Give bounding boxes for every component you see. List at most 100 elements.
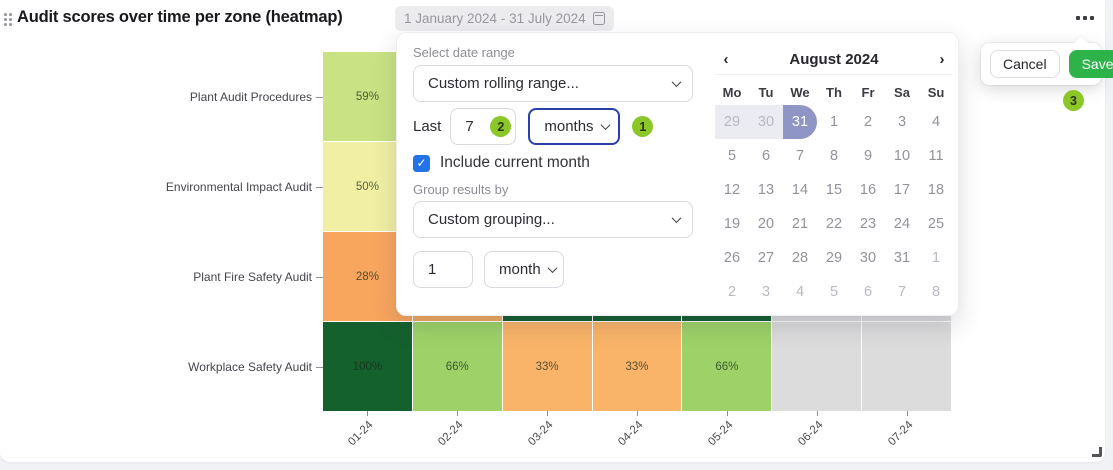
date-range-popup: Select date range Custom rolling range..… (396, 32, 959, 316)
calendar-day[interactable]: 19 (723, 216, 741, 232)
calendar-day[interactable]: 16 (859, 182, 877, 198)
calendar-day-grid: 29 30 31 1 2 3 4 5 6 7 8 9 10 11 12 13 14 15 16 17 18 19 20 21 2… (715, 105, 953, 309)
calendar-day[interactable]: 2 (863, 114, 873, 130)
calendar-day[interactable]: 3 (897, 114, 907, 130)
calendar-weekday-header: Mo Tu We Th Fr Sa Su (715, 79, 953, 105)
calendar-day[interactable]: 8 (931, 284, 941, 300)
calendar-day[interactable]: 20 (757, 216, 775, 232)
axis-tick (547, 411, 549, 416)
calendar-day[interactable]: 1 (931, 250, 941, 266)
checkbox-checked-icon[interactable]: ✓ (413, 154, 430, 172)
widget-card: Audit scores over time per zone (heatmap… (0, 0, 1105, 462)
calendar-day[interactable]: 6 (863, 284, 873, 300)
more-options-button[interactable] (1072, 12, 1098, 24)
calendar-day[interactable]: 1 (829, 114, 839, 130)
heatmap-x-label: 05-24 (706, 419, 736, 449)
group-results-label: Group results by (413, 182, 509, 197)
axis-tick (316, 366, 323, 368)
calendar-month-title: August 2024 (789, 51, 879, 68)
date-range-text: 1 January 2024 - 31 July 2024 (404, 11, 586, 26)
include-current-month-label: Include current month (440, 154, 590, 171)
cancel-button[interactable]: Cancel (990, 50, 1060, 78)
calendar-day[interactable]: 12 (723, 182, 741, 198)
heatmap-x-label: 01-24 (346, 419, 376, 449)
calendar-day[interactable]: 4 (931, 114, 941, 130)
heatmap-x-label: 06-24 (795, 419, 826, 449)
calendar-day[interactable]: 9 (863, 148, 873, 164)
calendar-day[interactable]: 15 (825, 182, 843, 198)
axis-tick (636, 411, 638, 416)
calendar-next-button[interactable]: › (939, 51, 945, 68)
calendar-day-selected[interactable]: 31 (783, 105, 817, 139)
heatmap-cell (862, 322, 951, 411)
calendar-day[interactable]: 5 (727, 148, 737, 164)
heatmap-cell: 33% (592, 322, 682, 411)
axis-tick (367, 411, 369, 416)
calendar-day[interactable]: 25 (927, 216, 945, 232)
group-every-input[interactable] (413, 251, 473, 288)
group-by-select[interactable]: Custom grouping... (413, 201, 693, 238)
chevron-down-icon (600, 120, 611, 131)
last-label: Last (413, 118, 442, 135)
calendar-day[interactable]: 29 (825, 250, 843, 266)
heatmap-cell: 66% (682, 322, 772, 411)
calendar-day[interactable]: 18 (927, 182, 945, 198)
calendar-day[interactable]: 4 (795, 284, 805, 300)
calendar-day[interactable]: 10 (893, 148, 911, 164)
calendar-day[interactable]: 17 (893, 182, 911, 198)
calendar-day[interactable]: 13 (757, 182, 775, 198)
calendar-day[interactable]: 31 (893, 250, 911, 266)
check-icon: ✓ (416, 156, 427, 170)
calendar-day[interactable]: 7 (795, 148, 805, 164)
include-current-month-row[interactable]: ✓ Include current month (413, 154, 590, 172)
heatmap-row-label: Plant Audit Procedures (189, 89, 312, 104)
date-range-badge[interactable]: 1 January 2024 - 31 July 2024 (395, 6, 614, 31)
calendar-day[interactable]: 24 (893, 216, 911, 232)
save-button[interactable]: Save (1068, 50, 1113, 78)
heatmap-x-label: 07-24 (885, 419, 916, 449)
group-unit-value: month (499, 261, 541, 278)
calendar-day[interactable]: 26 (723, 250, 741, 266)
calendar-day[interactable]: 27 (757, 250, 775, 266)
calendar-day[interactable]: 5 (829, 284, 839, 300)
calendar-day[interactable]: 3 (761, 284, 771, 300)
calendar-day[interactable]: 6 (761, 148, 771, 164)
select-date-range-label: Select date range (413, 45, 515, 60)
calendar-day[interactable]: 28 (791, 250, 809, 266)
calendar-day[interactable]: 30 (749, 105, 783, 139)
ellipsis-icon (1076, 16, 1080, 20)
calendar-weekday: Th (826, 84, 842, 100)
calendar-day[interactable]: 2 (727, 284, 737, 300)
heatmap-x-label: 03-24 (526, 419, 556, 449)
heatmap-x-label: 02-24 (436, 419, 466, 449)
resize-handle-icon[interactable] (1092, 447, 1102, 457)
calendar-weekday: Sa (894, 84, 910, 100)
calendar-day[interactable]: 7 (897, 284, 907, 300)
heatmap-row-labels: Plant Audit Procedures Environmental Impa… (0, 52, 312, 411)
calendar-day[interactable]: 23 (859, 216, 877, 232)
calendar-day[interactable]: 30 (859, 250, 877, 266)
calendar-weekday: Su (927, 84, 945, 100)
date-range-select-value: Custom rolling range... (428, 75, 579, 92)
calendar-day[interactable]: 11 (928, 148, 944, 164)
calendar: ‹ August 2024 › Mo Tu We Th Fr Sa Su 29 30 31 1 2 3… (715, 45, 953, 309)
chevron-down-icon (547, 263, 558, 274)
last-unit-value: months (544, 118, 594, 135)
calendar-day[interactable]: 29 (715, 105, 749, 139)
axis-tick (316, 186, 323, 188)
calendar-day[interactable]: 8 (829, 148, 839, 164)
axis-tick (457, 411, 459, 416)
calendar-day[interactable]: 14 (791, 182, 809, 198)
axis-tick (816, 411, 818, 416)
calendar-day[interactable]: 21 (791, 216, 809, 232)
step-badge-1: 1 (632, 116, 654, 137)
last-unit-select[interactable]: months (528, 108, 621, 145)
calendar-prev-button[interactable]: ‹ (723, 51, 729, 68)
date-range-select[interactable]: Custom rolling range... (413, 65, 693, 102)
heatmap-cell: 100% (323, 322, 412, 411)
drag-handle-icon[interactable] (4, 13, 12, 26)
group-unit-select[interactable]: month (484, 251, 564, 288)
calendar-day[interactable]: 22 (825, 216, 843, 232)
calendar-weekday: Tu (758, 84, 774, 100)
